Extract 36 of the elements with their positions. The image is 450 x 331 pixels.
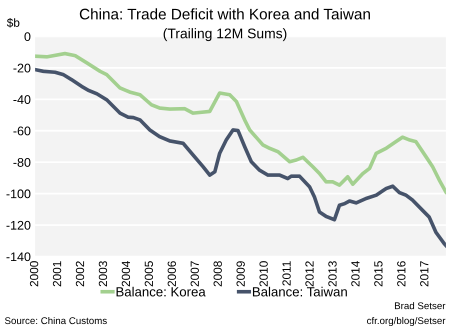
- x-tick-label: 2010: [259, 261, 268, 286]
- x-tick-label: 2012: [305, 261, 314, 286]
- text: Brad Setser: [394, 302, 446, 310]
- x-tick-label: 2003: [98, 261, 108, 286]
- legend-label: Balance: Taiwan: [252, 286, 347, 296]
- y-tick-label: -40: [13, 95, 30, 104]
- chart-title: China: Trade Deficit with Korea and Taiwan: [80, 8, 370, 20]
- y-tick-label: -80: [13, 158, 30, 167]
- x-tick-label: 2007: [190, 261, 199, 286]
- x-tick-label: 2013: [328, 261, 337, 286]
- line-series: [35, 52, 446, 194]
- legend-label: Balance: Korea: [116, 286, 206, 296]
- chart-subtitle: (Trailing 12M Sums): [164, 28, 286, 42]
- x-tick-label: 2004: [122, 261, 130, 286]
- y-axis-title: $b: [6, 18, 20, 28]
- x-tick-label: 2009: [236, 261, 245, 286]
- x-tick-label: 2006: [168, 261, 176, 286]
- line-series: [35, 68, 446, 248]
- y-tick-label: -20: [13, 64, 30, 73]
- y-tick-label: 0: [24, 32, 30, 42]
- x-tick-label: 2015: [374, 261, 383, 286]
- x-tick-label: 2002: [76, 261, 84, 286]
- x-tick-label: 2011: [282, 261, 291, 286]
- x-tick-label: 2005: [144, 261, 154, 286]
- x-tick-label: 2014: [351, 261, 360, 286]
- x-tick-label: 2008: [214, 261, 222, 286]
- y-tick-label: -140: [6, 252, 30, 262]
- x-tick-label: 2001: [52, 261, 62, 286]
- source-note: Source: China Customs: [4, 316, 107, 324]
- y-tick-label: -100: [6, 189, 30, 198]
- text: cfr.org/blog/Setser: [367, 316, 446, 326]
- y-tick-label: -120: [6, 220, 30, 230]
- x-tick-label: 2000: [30, 261, 38, 286]
- x-tick-label: 2017: [420, 261, 428, 286]
- x-tick-label: 2016: [397, 261, 406, 286]
- y-tick-label: -60: [13, 126, 30, 136]
